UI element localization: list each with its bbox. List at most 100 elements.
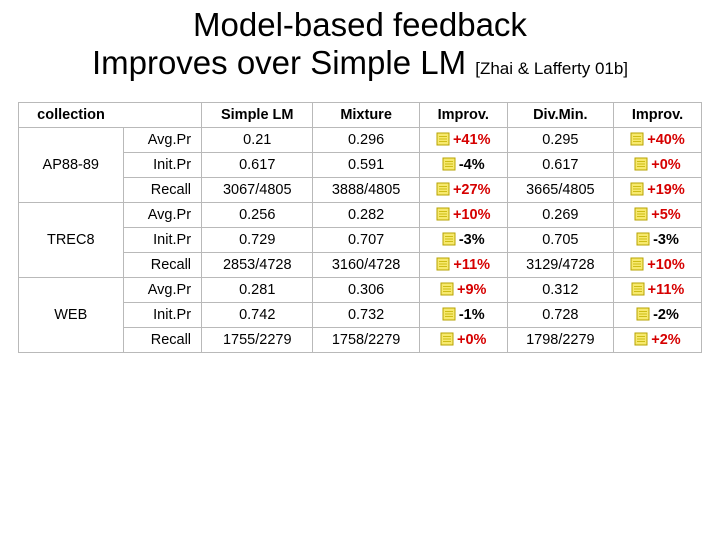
improv-mixture-cell: +10% bbox=[419, 202, 507, 227]
title-line-1: Model-based feedback bbox=[20, 6, 700, 44]
improv-value: +0% bbox=[457, 332, 486, 348]
sticky-note-icon bbox=[634, 207, 648, 221]
mixture-cell: 0.296 bbox=[313, 127, 419, 152]
results-table-container: collectionSimple LMMixtureImprov.Div.Min… bbox=[0, 102, 720, 353]
column-header: Mixture bbox=[313, 102, 419, 127]
sticky-note-icon bbox=[436, 132, 450, 146]
simple-lm-cell: 0.256 bbox=[202, 202, 313, 227]
simple-lm-cell: 3067/4805 bbox=[202, 177, 313, 202]
improv-value: -3% bbox=[653, 232, 679, 248]
metric-cell: Recall bbox=[123, 327, 202, 352]
divmin-cell: 1798/2279 bbox=[507, 327, 613, 352]
improv-divmin-cell: -3% bbox=[613, 227, 701, 252]
simple-lm-cell: 1755/2279 bbox=[202, 327, 313, 352]
improv-divmin-cell: +0% bbox=[613, 152, 701, 177]
improv-mixture-cell: +9% bbox=[419, 277, 507, 302]
column-header: Simple LM bbox=[202, 102, 313, 127]
mixture-cell: 3160/4728 bbox=[313, 252, 419, 277]
sticky-note-icon bbox=[442, 157, 456, 171]
simple-lm-cell: 0.742 bbox=[202, 302, 313, 327]
table-row: AP88-89Avg.Pr0.210.296+41%0.295+40% bbox=[19, 127, 702, 152]
divmin-cell: 0.705 bbox=[507, 227, 613, 252]
improv-value: +40% bbox=[647, 132, 685, 148]
improv-divmin-cell: +5% bbox=[613, 202, 701, 227]
sticky-note-icon bbox=[630, 257, 644, 271]
results-table: collectionSimple LMMixtureImprov.Div.Min… bbox=[18, 102, 702, 353]
improv-mixture-cell: +11% bbox=[419, 252, 507, 277]
sticky-note-icon bbox=[634, 332, 648, 346]
simple-lm-cell: 0.617 bbox=[202, 152, 313, 177]
improv-divmin-cell: +10% bbox=[613, 252, 701, 277]
table-body: AP88-89Avg.Pr0.210.296+41%0.295+40%Init.… bbox=[19, 127, 702, 352]
sticky-note-icon bbox=[440, 332, 454, 346]
divmin-cell: 3665/4805 bbox=[507, 177, 613, 202]
simple-lm-cell: 0.281 bbox=[202, 277, 313, 302]
improv-divmin-cell: +2% bbox=[613, 327, 701, 352]
table-row: WEBAvg.Pr0.2810.306+9%0.312+11% bbox=[19, 277, 702, 302]
metric-cell: Init.Pr bbox=[123, 152, 202, 177]
divmin-cell: 0.312 bbox=[507, 277, 613, 302]
improv-value: +11% bbox=[453, 257, 490, 273]
improv-mixture-cell: +41% bbox=[419, 127, 507, 152]
column-header: Improv. bbox=[613, 102, 701, 127]
improv-value: +27% bbox=[453, 182, 491, 198]
metric-cell: Init.Pr bbox=[123, 302, 202, 327]
mixture-cell: 0.282 bbox=[313, 202, 419, 227]
improv-value: -2% bbox=[653, 307, 679, 323]
improv-mixture-cell: -1% bbox=[419, 302, 507, 327]
sticky-note-icon bbox=[436, 257, 450, 271]
improv-value: +11% bbox=[648, 282, 685, 298]
simple-lm-cell: 0.729 bbox=[202, 227, 313, 252]
divmin-cell: 0.728 bbox=[507, 302, 613, 327]
sticky-note-icon bbox=[630, 132, 644, 146]
improv-value: +9% bbox=[457, 282, 486, 298]
sticky-note-icon bbox=[440, 282, 454, 296]
mixture-cell: 1758/2279 bbox=[313, 327, 419, 352]
sticky-note-icon bbox=[442, 307, 456, 321]
table-header: collectionSimple LMMixtureImprov.Div.Min… bbox=[19, 102, 702, 127]
collection-cell: AP88-89 bbox=[19, 127, 124, 202]
improv-value: -4% bbox=[459, 157, 485, 173]
column-header: Improv. bbox=[419, 102, 507, 127]
mixture-cell: 3888/4805 bbox=[313, 177, 419, 202]
divmin-cell: 0.269 bbox=[507, 202, 613, 227]
improv-value: +0% bbox=[651, 157, 680, 173]
improv-mixture-cell: -4% bbox=[419, 152, 507, 177]
title-line-2-text: Improves over Simple LM bbox=[92, 44, 475, 81]
improv-divmin-cell: -2% bbox=[613, 302, 701, 327]
improv-value: +10% bbox=[453, 207, 491, 223]
improv-divmin-cell: +19% bbox=[613, 177, 701, 202]
improv-value: +5% bbox=[651, 207, 680, 223]
simple-lm-cell: 0.21 bbox=[202, 127, 313, 152]
mixture-cell: 0.707 bbox=[313, 227, 419, 252]
sticky-note-icon bbox=[636, 232, 650, 246]
improv-mixture-cell: -3% bbox=[419, 227, 507, 252]
metric-cell: Avg.Pr bbox=[123, 202, 202, 227]
metric-cell: Init.Pr bbox=[123, 227, 202, 252]
metric-cell: Recall bbox=[123, 252, 202, 277]
improv-divmin-cell: +11% bbox=[613, 277, 701, 302]
sticky-note-icon bbox=[436, 182, 450, 196]
improv-mixture-cell: +0% bbox=[419, 327, 507, 352]
mixture-cell: 0.732 bbox=[313, 302, 419, 327]
collection-cell: WEB bbox=[19, 277, 124, 352]
column-header bbox=[123, 102, 202, 127]
metric-cell: Recall bbox=[123, 177, 202, 202]
sticky-note-icon bbox=[436, 207, 450, 221]
improv-value: -1% bbox=[459, 307, 485, 323]
column-header: Div.Min. bbox=[507, 102, 613, 127]
sticky-note-icon bbox=[630, 182, 644, 196]
sticky-note-icon bbox=[636, 307, 650, 321]
improv-value: +19% bbox=[647, 182, 685, 198]
column-header: collection bbox=[19, 102, 124, 127]
improv-value: +10% bbox=[647, 257, 685, 273]
mixture-cell: 0.591 bbox=[313, 152, 419, 177]
sticky-note-icon bbox=[442, 232, 456, 246]
metric-cell: Avg.Pr bbox=[123, 277, 202, 302]
simple-lm-cell: 2853/4728 bbox=[202, 252, 313, 277]
divmin-cell: 0.617 bbox=[507, 152, 613, 177]
title-line-2: Improves over Simple LM [Zhai & Lafferty… bbox=[20, 44, 700, 82]
mixture-cell: 0.306 bbox=[313, 277, 419, 302]
table-row: TREC8Avg.Pr0.2560.282+10%0.269+5% bbox=[19, 202, 702, 227]
improv-value: -3% bbox=[459, 232, 485, 248]
